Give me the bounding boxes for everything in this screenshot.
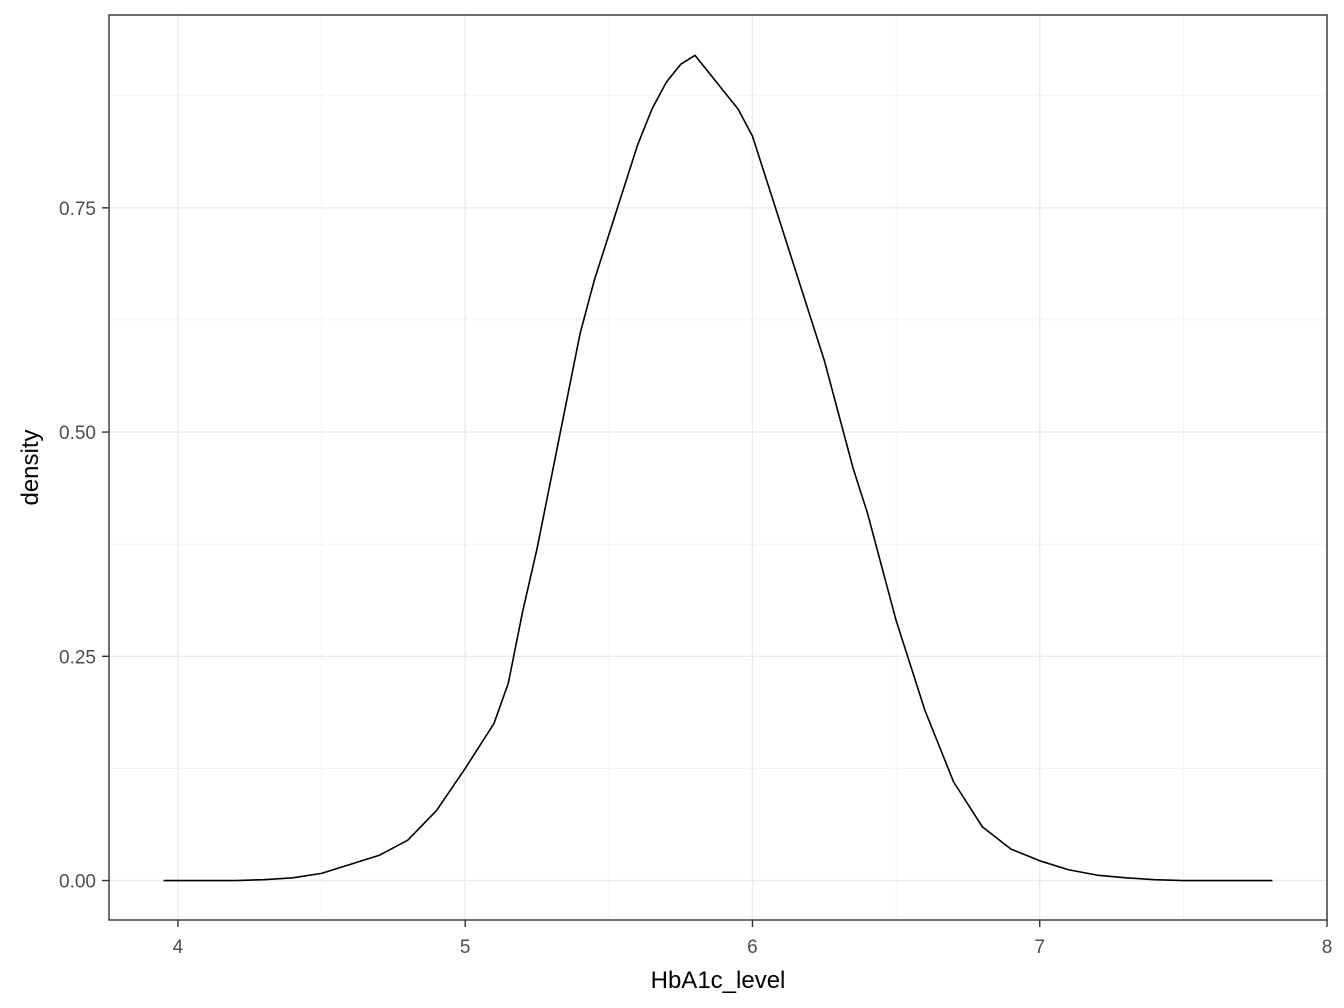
y-tick-label: 0.00 (59, 872, 96, 893)
y-axis-ticks: 0.00 0.25 0.50 0.75 (59, 199, 109, 893)
x-tick-label: 4 (173, 937, 184, 958)
y-tick-label: 0.75 (59, 199, 96, 220)
y-axis-title: density (17, 429, 44, 505)
panel-border (108, 14, 1328, 921)
major-gridlines (109, 15, 1328, 920)
x-tick-label: 6 (747, 937, 758, 958)
y-tick-label: 0.25 (59, 647, 96, 668)
y-tick-label: 0.50 (59, 423, 96, 444)
x-tick-label: 7 (1034, 937, 1045, 958)
density-curve (163, 54, 1273, 882)
x-axis-title: HbA1c_level (651, 967, 786, 994)
x-axis-ticks: 4 5 6 7 8 (173, 920, 1333, 958)
x-tick-label: 5 (460, 937, 471, 958)
x-tick-label: 8 (1322, 937, 1333, 958)
minor-gridlines (109, 15, 1327, 920)
